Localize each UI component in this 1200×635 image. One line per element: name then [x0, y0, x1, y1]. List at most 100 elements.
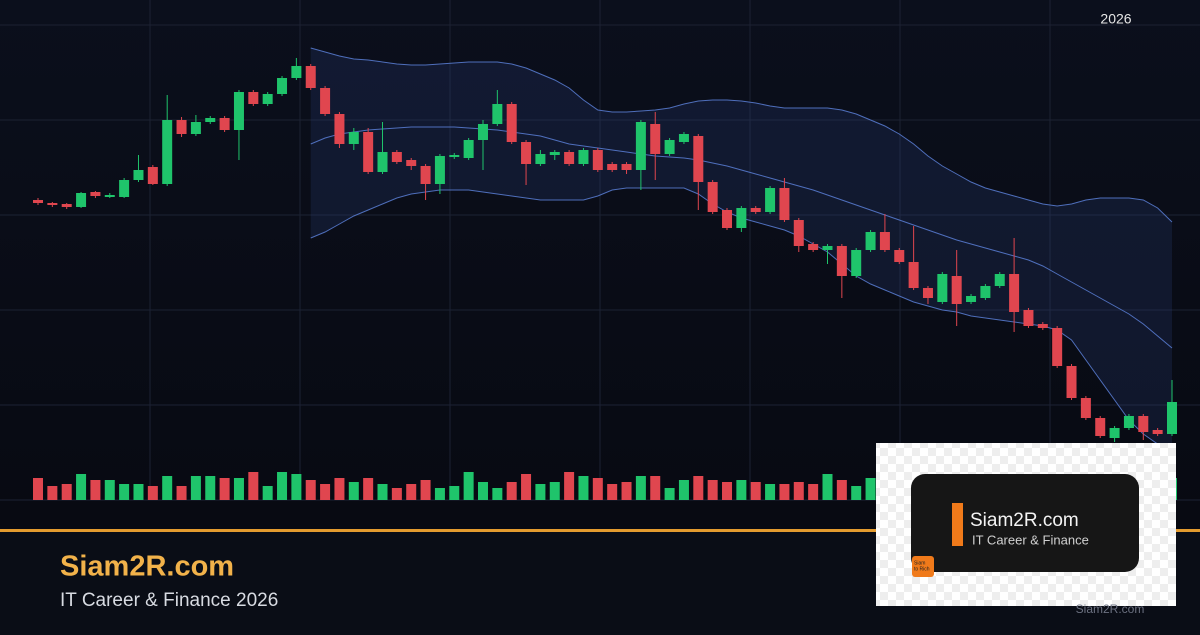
- volume-bar: [492, 488, 503, 500]
- watermark: Siam2R.com: [1076, 602, 1145, 616]
- volume-bar: [851, 486, 862, 500]
- candle-body: [621, 164, 632, 170]
- candle-body: [1023, 310, 1034, 326]
- candle-body: [678, 134, 689, 142]
- volume-bar: [90, 480, 101, 500]
- volume-bar: [320, 484, 331, 500]
- logo: [912, 556, 934, 577]
- volume-bar: [707, 480, 718, 500]
- volume-bar: [104, 480, 115, 500]
- candle-body: [707, 182, 718, 212]
- grid: [0, 0, 1200, 501]
- candle-body: [377, 152, 388, 172]
- volume-bar: [693, 476, 704, 500]
- candle-body: [190, 122, 201, 134]
- candle-body: [492, 104, 503, 124]
- volume-bar: [506, 482, 517, 500]
- footer-tagline: IT Career & Finance 2026: [60, 590, 278, 611]
- volume-bar: [621, 482, 632, 500]
- candle-body: [922, 288, 933, 298]
- candle-body: [865, 232, 876, 250]
- card-tagline: IT Career & Finance: [972, 532, 1089, 547]
- volume-bar: [607, 484, 618, 500]
- candle-body: [779, 188, 790, 220]
- candle-body: [549, 152, 560, 155]
- candle-body: [793, 220, 804, 246]
- volume-bar: [334, 478, 345, 500]
- candle-body: [348, 132, 359, 144]
- volume-bar: [76, 474, 87, 500]
- band-line: [310, 126, 1173, 349]
- candle-body: [176, 120, 187, 134]
- candle-body: [578, 150, 589, 164]
- divider: [0, 529, 1200, 532]
- volume-bar: [205, 476, 216, 500]
- candle-body: [33, 200, 43, 203]
- volume-bar: [635, 476, 646, 500]
- candle-body: [262, 94, 273, 104]
- volume-bar: [779, 484, 790, 500]
- volume-bar: [291, 474, 302, 500]
- candle-body: [765, 188, 776, 212]
- candle-body: [1009, 274, 1020, 312]
- candle-body: [521, 142, 532, 164]
- candle-body: [119, 180, 130, 197]
- candle-body: [320, 88, 331, 114]
- volume-bar: [722, 482, 733, 500]
- candle-body: [894, 250, 905, 262]
- candle-body: [1123, 416, 1134, 428]
- candle-body: [248, 92, 259, 104]
- volume-bar: [348, 482, 359, 500]
- candle-body: [1138, 416, 1149, 432]
- candle-body: [966, 296, 977, 302]
- candle-body: [90, 192, 101, 196]
- candle-body: [233, 92, 244, 130]
- candle-body: [1109, 428, 1120, 438]
- brand-card: Siam2R.com IT Career & Finance Siam to R…: [876, 443, 1176, 606]
- candle-body: [951, 276, 962, 304]
- volume-bar: [262, 486, 273, 500]
- footer-brand: Siam2R.com: [60, 551, 234, 583]
- volume-bar: [750, 482, 761, 500]
- volume-bar: [190, 476, 201, 500]
- candle-body: [592, 150, 603, 170]
- candle-body: [693, 136, 704, 182]
- candle-body: [477, 124, 488, 140]
- logo-text: Siam: [914, 560, 925, 566]
- candle-body: [664, 140, 675, 154]
- candle-body: [463, 140, 474, 158]
- volume-bar: [865, 478, 876, 500]
- candle-body: [1080, 398, 1091, 418]
- candle-body: [650, 124, 661, 154]
- candle-body: [162, 120, 173, 184]
- candle-body: [808, 244, 819, 250]
- candle-body: [836, 246, 847, 276]
- volume-bar: [836, 480, 847, 500]
- candle-body: [363, 132, 374, 172]
- volume-bar: [277, 472, 288, 500]
- candle-body: [277, 78, 288, 94]
- volume-bar: [463, 472, 474, 500]
- candle-body: [219, 118, 230, 130]
- volume-bar: [578, 476, 589, 500]
- candle-body: [506, 104, 517, 142]
- band-line: [310, 47, 1173, 223]
- candle-body: [61, 204, 72, 207]
- logo-text: to Rich: [914, 566, 930, 572]
- candle-body: [937, 274, 948, 302]
- candle-body: [1152, 430, 1163, 434]
- volume-bar: [47, 486, 58, 500]
- candle-body: [1037, 324, 1048, 328]
- volume-bar: [420, 480, 431, 500]
- volume-bar: [564, 472, 575, 500]
- volume-bar: [521, 474, 532, 500]
- candle-body: [564, 152, 575, 164]
- card-accent: [952, 503, 963, 546]
- candle-body: [736, 208, 747, 228]
- candle-body: [406, 160, 417, 166]
- candle-body: [535, 154, 546, 164]
- candle-body: [822, 246, 833, 250]
- volume-bar: [305, 480, 316, 500]
- volume-bar: [162, 476, 173, 500]
